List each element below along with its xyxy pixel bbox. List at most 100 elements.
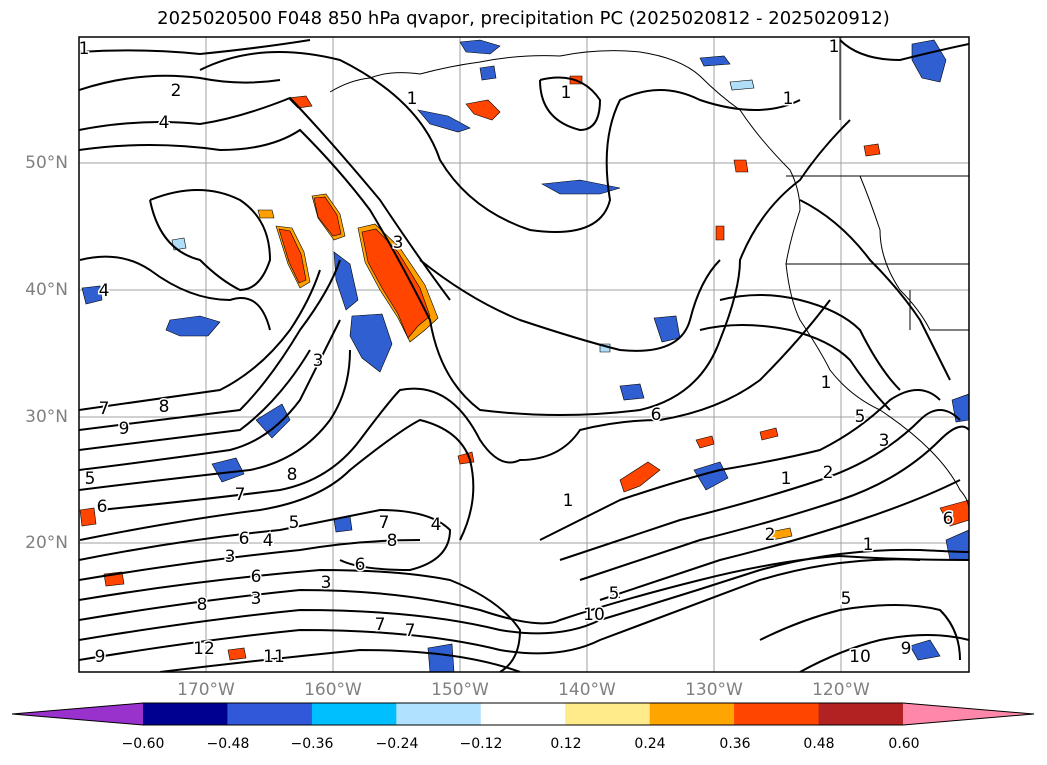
lon-label-160w: 160°W [304,680,362,700]
contour-label: 9 [901,639,912,659]
precip-blue [541,179,621,195]
contour-label: 8 [287,465,298,485]
precip-light-blue [729,79,755,91]
contour-label: 7 [99,399,110,419]
contour-label: 2 [765,525,776,545]
colorbar-tick-label: 0.48 [803,736,835,752]
contour-label: 6 [651,405,662,425]
contour-label: 8 [159,397,170,417]
contour-label: 11 [263,647,285,667]
contour-label: 4 [431,515,442,535]
precip-blue [349,313,393,373]
precip-small-orange [769,527,793,541]
contour-label: 9 [95,647,106,667]
contour-label: 3 [393,233,404,253]
colorbar-cell [396,703,482,725]
colorbar-cell [818,703,904,725]
colorbar-tick-label: −0.24 [375,736,419,752]
precip-blue [699,55,731,67]
contour-label: 7 [375,615,386,635]
contour-label: 4 [159,113,170,133]
colorbar-tick-label: 0.12 [550,736,582,752]
precip-blue [211,457,245,483]
contour-label: 6 [355,555,366,575]
contour-label: 12 [193,639,215,659]
precip-blue [417,109,471,133]
contour-label: 8 [197,595,208,615]
contour-label: 4 [99,281,110,301]
contour-label: 1 [783,89,794,109]
colorbar-cell [227,703,313,725]
colorbar-outline [11,702,1035,726]
contour-label: 1 [407,89,418,109]
colorbar-cell [480,703,566,725]
contour-label: 2 [171,81,182,101]
contour-label: 1 [611,583,622,603]
lon-label-150w: 150°W [431,680,489,700]
precip-small-red [79,507,97,527]
contour-label: 6 [251,567,262,587]
contour-label: 10 [583,605,605,625]
lon-label-130w: 130°W [685,680,743,700]
contour-label: 9 [119,419,130,439]
lon-label-170w: 170°W [177,680,235,700]
precip-small-red [863,143,881,157]
humidity-contours [79,39,969,672]
contour-label: 7 [379,513,390,533]
contour-label: 5 [855,407,866,427]
lon-label-140w: 140°W [558,680,616,700]
precip-blue [909,639,941,661]
map-title: 2025020500 F048 850 hPa qvapor, precipit… [157,8,890,29]
colorbar-cell [734,703,819,725]
contour-label: 3 [321,573,332,593]
contour-label: 10 [849,647,871,667]
contour-label: 1 [561,83,572,103]
colorbar-tick-label: 0.24 [634,736,666,752]
precip-small-red [715,225,725,241]
colorbar-tick-label: 0.36 [719,736,751,752]
colorbar-tick-label: 0.60 [888,736,920,752]
colorbar-extend-low [12,703,143,725]
precip-small-red [287,95,313,109]
lat-label-40n: 40°N [25,280,68,300]
precip-small-red [759,427,779,441]
contour-label: 1 [821,373,832,393]
contour-label: 8 [387,531,398,551]
precip-blue [459,39,501,55]
map-frame [78,36,970,673]
precip-band-red [278,228,307,284]
precip-blue [619,383,645,401]
contour-label: 1 [863,535,874,555]
precip-blue [165,315,221,337]
contour-label: 6 [943,509,954,529]
colorbar-tick-label: −0.12 [459,736,503,752]
contour-label: 3 [225,547,236,567]
contour-label: 6 [97,497,108,517]
contour-label: 3 [879,431,890,451]
lat-label-30n: 30°N [25,407,68,427]
contour-label: 7 [405,621,416,641]
contour-label: 1 [79,39,90,59]
lat-label-20n: 20°N [25,533,68,553]
precip-small-red [695,435,715,449]
colorbar-tick-label: −0.48 [206,736,250,752]
contour-label: 3 [313,351,324,371]
contour-label: 5 [289,513,300,533]
colorbar-cell [565,703,651,725]
precip-small-red [733,159,749,173]
contour-label: 2 [823,463,834,483]
contour-label: 7 [235,485,246,505]
contour-label: 1 [829,37,840,57]
precip-small-orange [257,209,275,219]
lat-label-50n: 50°N [25,153,68,173]
coastlines [329,37,969,511]
precip-blue [693,461,729,491]
precip-small-red [619,461,661,493]
colorbar-cell [649,703,735,725]
colorbar-extend-high [903,703,1034,725]
contour-label: 5 [85,469,96,489]
precip-light-blue [171,237,187,251]
precip-small-red [939,499,969,527]
